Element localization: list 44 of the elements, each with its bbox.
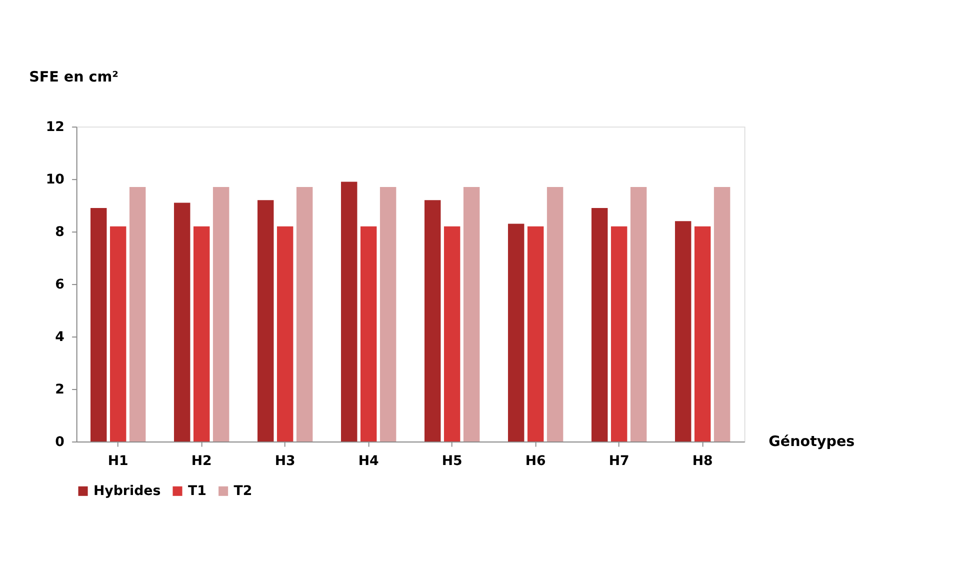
legend-label: T2 [234, 484, 252, 499]
y-tick-label: 4 [55, 330, 64, 345]
x-tick-label: H6 [525, 454, 546, 469]
bar [90, 208, 107, 442]
bar [380, 186, 396, 442]
x-axis-title: Génotypes [768, 434, 855, 450]
bar [360, 226, 377, 442]
y-tick-label: 2 [55, 382, 64, 398]
bar [296, 186, 313, 442]
x-tick-label: H2 [191, 454, 212, 469]
bar [630, 186, 647, 442]
bar [110, 226, 126, 442]
y-axis-title: SFE en cm² [29, 69, 118, 86]
x-tick-label: H3 [274, 454, 296, 469]
legend-label: T1 [188, 484, 206, 499]
bar [276, 226, 294, 442]
x-tick-label: H1 [108, 454, 128, 469]
y-tick-label: 8 [55, 224, 64, 240]
bar [212, 186, 230, 442]
legend-label: Hybrides [94, 484, 161, 499]
bar [694, 226, 711, 442]
x-tick-label: H5 [442, 454, 462, 469]
bar [444, 226, 460, 442]
y-tick-label: 10 [46, 172, 64, 188]
x-tick-label: H8 [692, 454, 713, 469]
bar [714, 186, 730, 442]
bar [546, 186, 564, 442]
bar [174, 202, 190, 442]
x-tick-label: H4 [358, 454, 379, 469]
y-tick-label: 6 [55, 277, 64, 292]
bar [424, 200, 441, 442]
bar [591, 208, 608, 442]
bar [340, 182, 358, 442]
bar [610, 226, 628, 442]
bar [527, 226, 544, 442]
bar [257, 200, 274, 442]
bar [129, 186, 146, 442]
bar [674, 221, 692, 442]
bar [193, 226, 210, 442]
x-tick-label: H7 [608, 454, 630, 469]
y-tick-label: 0 [55, 434, 64, 450]
bar [508, 224, 524, 442]
bar [463, 186, 480, 442]
y-tick-label: 12 [46, 120, 64, 135]
